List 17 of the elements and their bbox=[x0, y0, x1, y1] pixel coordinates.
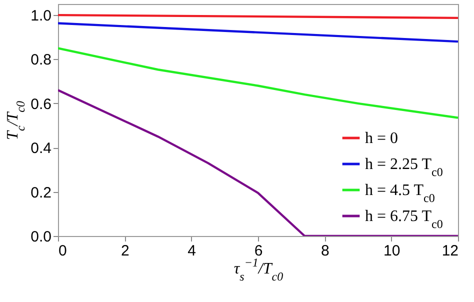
line-series bbox=[58, 47, 458, 119]
x-tick-label: 8 bbox=[320, 242, 330, 260]
y-tick-label: 0.6 bbox=[30, 96, 52, 113]
x-tick-label: 4 bbox=[188, 242, 196, 260]
y-tick-label: 1.0 bbox=[30, 8, 52, 25]
legend-label: h = 4.5 T$_{c0}$ bbox=[365, 182, 435, 205]
y-tick-label: 0.2 bbox=[30, 184, 52, 202]
y-tick-label: 0.0 bbox=[30, 228, 52, 246]
legend-label: h = 6.75 T$_{c0}$ bbox=[365, 208, 443, 231]
x-tick-label: 12 bbox=[442, 242, 458, 260]
legend-label: h = 0 bbox=[365, 130, 398, 147]
legend-label: h = 2.25 T$_{c0}$ bbox=[365, 156, 443, 179]
x-tick-label: 0 bbox=[58, 242, 67, 260]
y-tick-label: 0.4 bbox=[30, 140, 52, 158]
x-tick-label: 2 bbox=[120, 242, 130, 260]
y-tick-label: 0.8 bbox=[30, 52, 52, 69]
x-tick-label: 10 bbox=[383, 242, 400, 260]
